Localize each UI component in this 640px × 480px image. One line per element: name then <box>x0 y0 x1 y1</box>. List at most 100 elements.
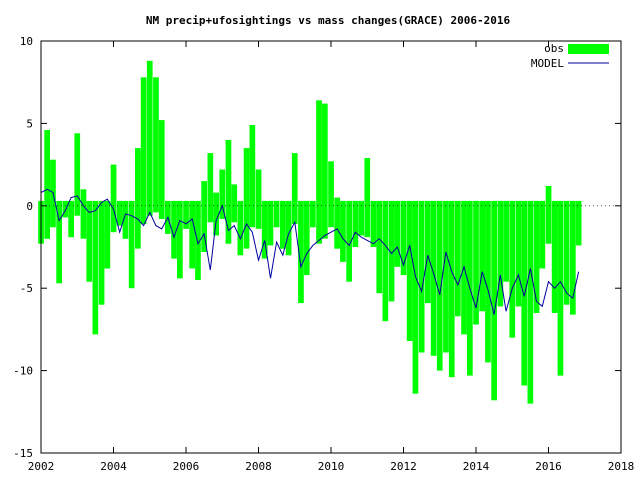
obs-bar <box>92 200 99 335</box>
obs-bar <box>509 200 516 338</box>
obs-bar <box>551 200 558 313</box>
obs-bar <box>418 200 425 353</box>
x-tick-label: 2004 <box>100 460 127 473</box>
obs-bar <box>322 103 328 239</box>
obs-bar <box>62 200 69 218</box>
obs-bar <box>557 200 564 376</box>
obs-bar <box>44 130 50 239</box>
legend-obs-label: obs <box>544 42 564 55</box>
y-tick-label: -5 <box>20 282 33 295</box>
x-tick-label: 2012 <box>390 460 417 473</box>
obs-bar <box>455 200 461 317</box>
obs-bar <box>195 200 201 280</box>
obs-bar <box>479 200 485 312</box>
obs-bar <box>364 158 371 238</box>
obs-bar <box>515 200 522 307</box>
obs-bar <box>158 120 165 219</box>
obs-bar <box>255 169 262 229</box>
obs-bar <box>539 200 546 269</box>
x-tick-label: 2002 <box>28 460 55 473</box>
obs-bar <box>436 200 443 371</box>
obs-bar <box>382 200 389 322</box>
obs-bar <box>213 192 219 236</box>
obs-bar <box>346 200 352 282</box>
obs-bar <box>503 200 509 282</box>
obs-bar <box>563 200 570 305</box>
obs-bar <box>316 100 322 244</box>
x-tick-label: 2016 <box>535 460 562 473</box>
obs-bar <box>98 200 105 305</box>
obs-bar <box>86 200 93 282</box>
obs-bar <box>74 133 81 216</box>
obs-bar <box>412 200 419 394</box>
obs-bar <box>430 200 437 356</box>
obs-bar <box>116 200 123 226</box>
obs-bar <box>273 200 280 228</box>
obs-bar <box>352 200 359 247</box>
obs-bar <box>140 77 147 224</box>
x-tick-label: 2010 <box>318 460 345 473</box>
model-line <box>40 188 580 315</box>
obs-bar <box>249 125 256 228</box>
obs-bar <box>310 200 316 228</box>
chart-title: NM precip+ufosightings vs mass changes(G… <box>146 14 511 27</box>
obs-bar <box>261 200 268 259</box>
obs-bar <box>448 200 455 378</box>
obs-bar <box>189 200 195 269</box>
obs-bar <box>267 200 274 246</box>
x-axis: 2002 2004 2006 2008 2010 2012 2014 2016 2018 <box>28 41 635 473</box>
obs-bar <box>128 200 135 289</box>
obs-bar <box>146 60 153 216</box>
y-tick-label: 0 <box>26 200 33 213</box>
y-axis: 10 5 0 -5 -10 -15 <box>13 35 621 460</box>
obs-bar <box>497 200 504 307</box>
y-tick-label: 10 <box>20 35 33 48</box>
obs-bar <box>533 200 540 313</box>
obs-bar <box>285 200 292 256</box>
obs-bar <box>183 200 189 229</box>
obs-bars <box>38 60 582 404</box>
x-tick-label: 2008 <box>245 460 272 473</box>
obs-bar <box>56 200 62 284</box>
obs-bar <box>280 200 286 249</box>
x-tick-label: 2006 <box>173 460 200 473</box>
obs-bar <box>207 153 214 223</box>
obs-bar <box>443 200 449 353</box>
obs-bar <box>473 200 479 325</box>
obs-bar <box>406 200 413 341</box>
obs-bar <box>303 200 310 276</box>
obs-bar <box>177 200 183 279</box>
obs-bar <box>388 200 395 302</box>
obs-bar <box>358 200 364 236</box>
obs-bar <box>334 197 340 249</box>
obs-bar <box>400 200 407 276</box>
obs-bar <box>153 77 159 213</box>
legend-obs-swatch <box>568 44 609 54</box>
obs-bar <box>545 186 552 244</box>
obs-bar <box>521 200 528 386</box>
legend: obs MODEL <box>531 42 609 70</box>
obs-bar <box>171 200 177 259</box>
x-tick-label: 2018 <box>608 460 635 473</box>
obs-bar <box>135 148 141 249</box>
obs-bar <box>298 200 304 304</box>
obs-bar <box>231 184 238 223</box>
y-tick-label: -10 <box>13 365 33 378</box>
obs-bar <box>527 200 534 404</box>
obs-bar <box>237 200 244 256</box>
obs-bar <box>201 181 207 252</box>
obs-bar <box>291 153 298 224</box>
obs-bar <box>485 200 491 363</box>
obs-bar <box>68 200 74 238</box>
obs-bar <box>575 200 582 246</box>
y-tick-label: 5 <box>26 117 33 130</box>
obs-bar <box>570 200 576 315</box>
obs-bar <box>370 200 377 247</box>
obs-bar <box>340 200 346 262</box>
model-series-line <box>40 188 580 315</box>
obs-bar <box>110 164 117 233</box>
obs-bar <box>243 148 250 249</box>
obs-bar <box>491 200 497 401</box>
obs-bar <box>328 161 334 228</box>
